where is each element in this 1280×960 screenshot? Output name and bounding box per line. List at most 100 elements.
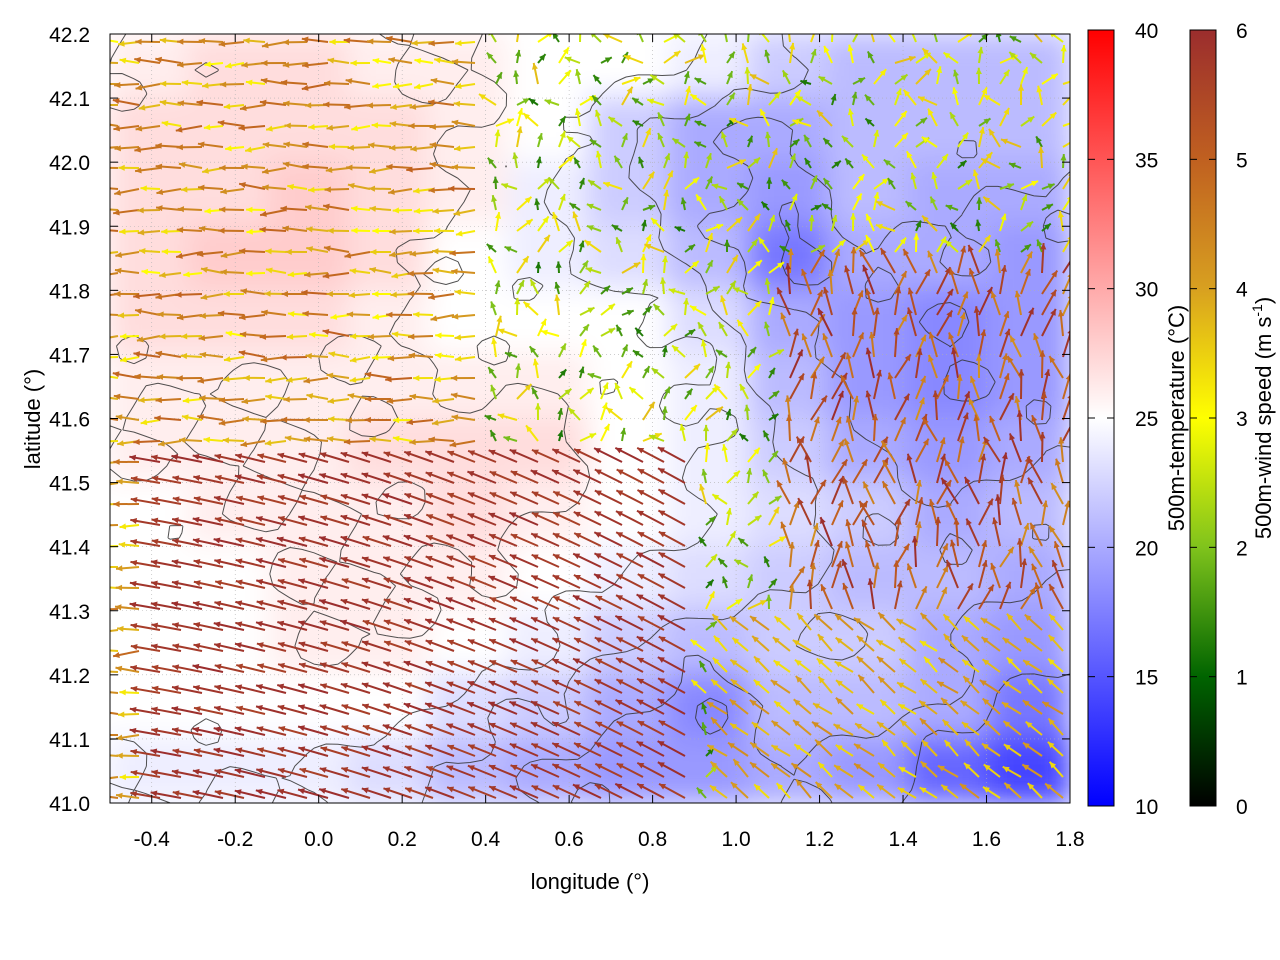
wind-arrow (995, 34, 1002, 43)
wind-arrow (113, 125, 140, 132)
wind-arrow (515, 49, 522, 64)
wind-arrow (214, 600, 245, 610)
wind-arrow (407, 333, 434, 340)
wind-arrow (928, 498, 938, 526)
wind-arrow (661, 406, 668, 421)
wind-arrow (600, 285, 611, 295)
wind-arrow (1020, 220, 1034, 232)
wind-arrow (411, 39, 434, 47)
wind-arrow (1041, 369, 1051, 400)
wind-arrow (816, 109, 833, 127)
wind-arrow (831, 214, 838, 232)
wind-arrow (110, 146, 119, 149)
wind-arrow (404, 745, 434, 757)
wind-arrow (810, 356, 825, 379)
wind-arrow (446, 660, 476, 673)
wind-arrow (810, 522, 819, 547)
wind-arrow (661, 345, 668, 358)
wind-arrow (594, 678, 623, 694)
wind-arrow (110, 375, 119, 379)
wind-arrow (340, 598, 371, 610)
wind-arrow (340, 472, 371, 484)
y-tick-label: 42.2 (49, 24, 90, 47)
wind-arrow (282, 161, 308, 169)
wind-arrow (732, 286, 749, 295)
wind-arrow (1062, 236, 1070, 253)
wind-arrow (424, 576, 455, 589)
temperature-cell (348, 34, 432, 101)
wind-arrow (937, 764, 959, 778)
wind-arrow (978, 498, 994, 526)
wind-arrow (492, 176, 499, 190)
wind-arrow (684, 328, 696, 337)
wind-arrow (957, 132, 969, 148)
wind-arrow (468, 576, 497, 589)
wind-arrow (1038, 146, 1045, 169)
wind-arrow (768, 506, 780, 526)
wind-arrow (600, 56, 613, 64)
wind-arrow (963, 615, 980, 631)
wind-arrow (868, 331, 875, 358)
wind-arrow (770, 679, 791, 694)
wind-arrow (717, 557, 728, 568)
wind-arrow (738, 433, 749, 442)
wind-arrow (392, 83, 413, 90)
wind-arrow (1006, 656, 1022, 673)
wind-arrow (135, 38, 161, 45)
wind-arrow (957, 178, 973, 190)
wind-arrow (921, 215, 938, 232)
wind-arrow (366, 38, 392, 45)
wind-arrow (999, 213, 1007, 232)
wind-arrow (387, 188, 413, 195)
wind-arrow (851, 307, 858, 337)
wind-arrow (277, 515, 308, 526)
wind-arrow (138, 104, 161, 111)
wind-arrow (201, 82, 224, 89)
wind-arrow (255, 788, 287, 799)
wind-arrow (810, 395, 828, 421)
wind-arrow (1020, 558, 1028, 589)
wind-arrow (225, 330, 245, 337)
wind-arrow (495, 71, 503, 85)
wind-arrow (726, 158, 747, 169)
wind-arrow (116, 752, 140, 759)
wind-arrow (579, 177, 585, 190)
wind-arrow (306, 246, 329, 253)
wind-arrow (450, 392, 476, 400)
wind-arrow (488, 764, 518, 778)
wind-arrow (347, 144, 371, 151)
wind-arrow (129, 601, 161, 610)
wind-arrow (413, 83, 434, 90)
wind-arrow (697, 321, 707, 337)
wind-arrow (555, 261, 562, 274)
wind-arrow (192, 726, 224, 736)
temperature-colorbar-tick-label: 25 (1135, 408, 1158, 431)
wind-arrow (246, 228, 266, 235)
wind-arrow (319, 683, 350, 694)
wind-arrow (134, 167, 161, 174)
wind-arrow (446, 723, 476, 736)
wind-arrow (679, 423, 686, 442)
wind-arrow (297, 578, 329, 589)
wind-arrow (831, 239, 846, 253)
wind-arrow (1024, 613, 1043, 631)
wind-arrow (301, 83, 329, 91)
wind-arrow (362, 535, 392, 547)
wind-arrow (488, 554, 518, 568)
temperature-cell (668, 34, 752, 101)
wind-arrow (390, 103, 413, 110)
wind-arrow (151, 538, 182, 547)
x-tick-label: 1.0 (721, 828, 750, 851)
wind-arrow (344, 251, 371, 259)
wind-arrow (957, 245, 967, 274)
wind-arrow (432, 397, 455, 404)
temperature-colorbar-tick-label: 35 (1135, 149, 1158, 172)
wind-arrow (978, 117, 992, 127)
wind-arrow (810, 289, 824, 316)
wind-arrow (428, 293, 455, 300)
wind-arrow (573, 637, 602, 652)
wind-arrow (287, 183, 308, 190)
wind-arrow (842, 582, 854, 610)
wind-arrow (873, 436, 889, 463)
wind-arrow (696, 787, 707, 799)
